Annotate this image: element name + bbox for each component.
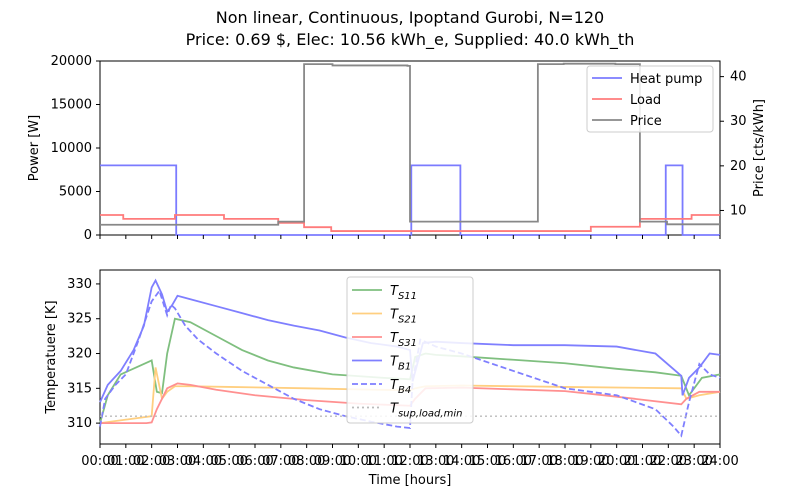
bottom-xtick-label: 20:00 (598, 454, 635, 469)
bottom-x-ticks: 00:0001:0002:0003:0004:0005:0006:0007:00… (81, 444, 739, 469)
bottom-xtick-label: 12:00 (391, 454, 428, 469)
bottom-xtick-label: 04:00 (185, 454, 222, 469)
bottom-legend-label: TS11 (390, 284, 417, 302)
bottom-xtick-label: 07:00 (262, 454, 299, 469)
bottom-xtick-label: 23:00 (675, 454, 712, 469)
top-ytick-label: 5000 (59, 185, 92, 200)
bottom-legend-label: Tsup,load,min (390, 402, 462, 420)
bottom-xtick-label: 00:00 (81, 454, 118, 469)
bottom-series-t-b1 (99, 278, 721, 403)
bottom-xtick-label: 08:00 (288, 454, 325, 469)
bottom-xtick-label: 11:00 (365, 454, 402, 469)
top-ytick-label: 15000 (51, 98, 92, 113)
bottom-xtick-label: 19:00 (572, 454, 609, 469)
top-right-ytick-label: 20 (730, 159, 747, 174)
top-legend-box (586, 65, 714, 133)
bottom-legend: TS11 TS21 TS31 TB1 TB4 Tsup,load,min (346, 276, 474, 424)
top-ylabel: Power [W] (27, 115, 42, 181)
top-ytick-label: 20000 (51, 54, 92, 69)
top-legend-label: Load (630, 93, 661, 108)
bottom-legend-label: TB1 (390, 355, 411, 373)
bottom-xtick-label: 21:00 (624, 454, 661, 469)
top-legend-label: Heat pump (630, 72, 702, 87)
top-ytick-label: 0 (84, 228, 92, 243)
bottom-xtick-label: 14:00 (443, 454, 480, 469)
bottom-y-ticks: 310 315 320 325 330 (67, 277, 100, 431)
top-right-ytick-label: 10 (730, 203, 747, 218)
top-ytick-label: 10000 (51, 141, 92, 156)
bottom-ytick-label: 330 (67, 277, 92, 292)
bottom-xlabel: Time [hours] (368, 473, 452, 488)
bottom-xtick-label: 15:00 (469, 454, 506, 469)
bottom-ylabel: Temperatuere [K] (44, 300, 59, 414)
bottom-xtick-label: 01:00 (107, 454, 144, 469)
bottom-legend-label: TS31 (390, 331, 417, 349)
top-right-ytick-label: 30 (730, 114, 747, 129)
bottom-legend-label: TS21 (390, 308, 417, 326)
bottom-xtick-label: 22:00 (650, 454, 687, 469)
top-x-ticks (99, 235, 721, 239)
bottom-xtick-label: 18:00 (546, 454, 583, 469)
bottom-xtick-label: 05:00 (210, 454, 247, 469)
bottom-xtick-label: 06:00 (236, 454, 273, 469)
bottom-xtick-label: 17:00 (520, 454, 557, 469)
title-line2: Price: 0.69 $, Elec: 10.56 kWh_e, Suppli… (186, 30, 635, 50)
top-series-load (100, 214, 720, 232)
top-series-heat-pump (100, 164, 720, 236)
title-line1: Non linear, Continuous, Ipoptand Gurobi,… (216, 8, 604, 27)
top-right-y-ticks: 10 20 30 40 (720, 70, 747, 218)
top-ylabel-right: Price [cts/kWh] (752, 99, 767, 197)
bottom-xtick-label: 02:00 (133, 454, 170, 469)
bottom-legend-label: TB4 (390, 378, 411, 396)
bottom-xtick-label: 09:00 (314, 454, 351, 469)
bottom-ytick-label: 320 (67, 347, 92, 362)
top-legend-label: Price (630, 114, 662, 129)
bottom-xtick-label: 24:00 (701, 454, 738, 469)
bottom-xtick-label: 16:00 (495, 454, 532, 469)
bottom-ytick-label: 310 (67, 416, 92, 431)
top-right-ytick-label: 40 (730, 70, 747, 85)
bottom-xtick-label: 13:00 (417, 454, 454, 469)
bottom-ytick-label: 315 (67, 381, 92, 396)
bottom-xtick-label: 03:00 (159, 454, 196, 469)
bottom-xtick-label: 10:00 (340, 454, 377, 469)
top-y-ticks: 0 5000 10000 15000 20000 (51, 54, 100, 243)
bottom-ytick-label: 325 (67, 312, 92, 327)
top-legend: Heat pump Load Price (586, 65, 714, 133)
